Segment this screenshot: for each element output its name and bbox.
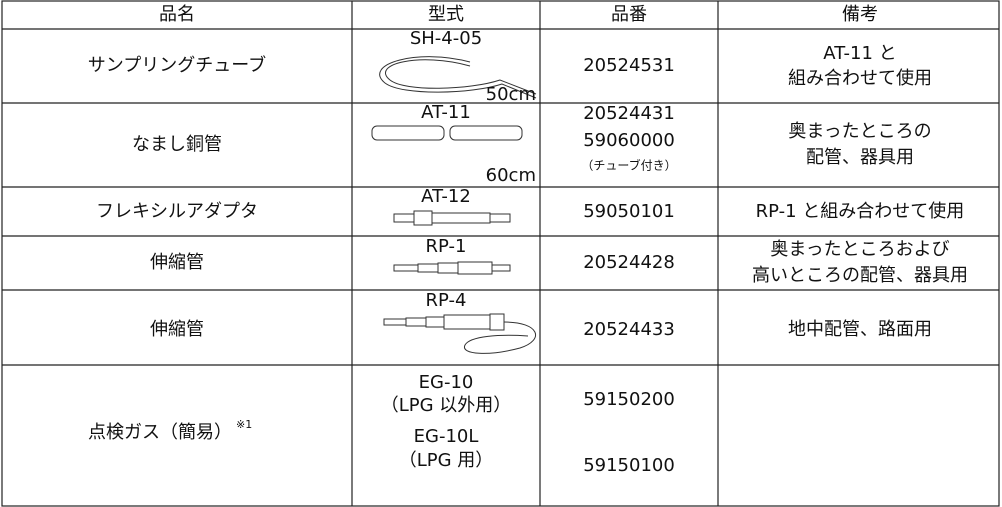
- rod-icon: [443, 314, 491, 330]
- illustrations: [371, 56, 537, 354]
- part-number: 59150200: [583, 389, 675, 410]
- remark: RP-1 と組み合わせて使用: [756, 201, 965, 222]
- item-name: なまし銅管: [132, 134, 222, 155]
- rod-icon: [417, 263, 439, 273]
- rod-icon: [393, 264, 419, 272]
- adapter-icon: [489, 213, 511, 223]
- part-number: 59150100: [583, 455, 675, 476]
- adapter-icon: [413, 210, 433, 226]
- footnote-mark: ※1: [236, 418, 252, 431]
- part-number: 20524433: [583, 319, 675, 340]
- part-number: 20524431: [583, 103, 675, 124]
- hose-icon: [464, 321, 536, 354]
- item-name: フレキシルアダプタ: [96, 201, 258, 222]
- item-name: 伸縮管: [150, 252, 204, 273]
- size: 50cm: [486, 84, 536, 105]
- item-name: 伸縮管: [150, 319, 204, 340]
- model-note: （LPG 以外用）: [381, 395, 512, 416]
- header-cell: 品名: [159, 4, 195, 25]
- part-number: 20524428: [583, 252, 675, 273]
- rod-icon: [383, 318, 407, 326]
- rod-icon: [457, 261, 493, 275]
- part-number: 59060000: [583, 130, 675, 151]
- header-cell: 備考: [842, 4, 878, 25]
- remark: 奥まったところの: [788, 121, 931, 142]
- pipe-icon: [371, 125, 445, 141]
- model: EG-10L: [414, 426, 479, 447]
- model: SH-4-05: [410, 28, 482, 49]
- tube-icon: [379, 56, 537, 99]
- pipe-icon: [449, 125, 523, 141]
- rod-icon: [489, 313, 505, 331]
- remark: 地中配管、路面用: [788, 319, 932, 340]
- model: RP-1: [426, 236, 467, 257]
- remark: 組み合わせて使用: [788, 68, 932, 89]
- size: 60cm: [486, 165, 536, 186]
- adapter-icon: [431, 212, 491, 224]
- model: AT-12: [421, 186, 471, 207]
- item-name: 点検ガス（簡易）: [88, 422, 232, 443]
- header-cell: 品番: [611, 4, 647, 25]
- part-number: 59050101: [583, 201, 675, 222]
- item-name: サンプリングチューブ: [88, 54, 266, 76]
- model-note: （LPG 用）: [399, 450, 494, 471]
- remark: AT-11 と: [823, 43, 896, 64]
- rod-icon: [425, 316, 445, 328]
- remark: 奥まったところおよび: [770, 239, 949, 260]
- adapter-icon: [393, 213, 415, 223]
- tube-icon: [385, 59, 537, 95]
- model: EG-10: [419, 372, 474, 393]
- rod-icon: [405, 317, 427, 327]
- part-note: （チューブ付き）: [581, 158, 676, 173]
- remark: 高いところの配管、器具用: [752, 265, 968, 286]
- rod-icon: [491, 264, 511, 272]
- part-number: 20524531: [583, 55, 675, 76]
- header-cell: 型式: [428, 4, 464, 25]
- model: RP-4: [426, 290, 467, 311]
- rod-icon: [437, 262, 459, 274]
- model: AT-11: [421, 102, 471, 123]
- remark: 配管、器具用: [806, 147, 914, 168]
